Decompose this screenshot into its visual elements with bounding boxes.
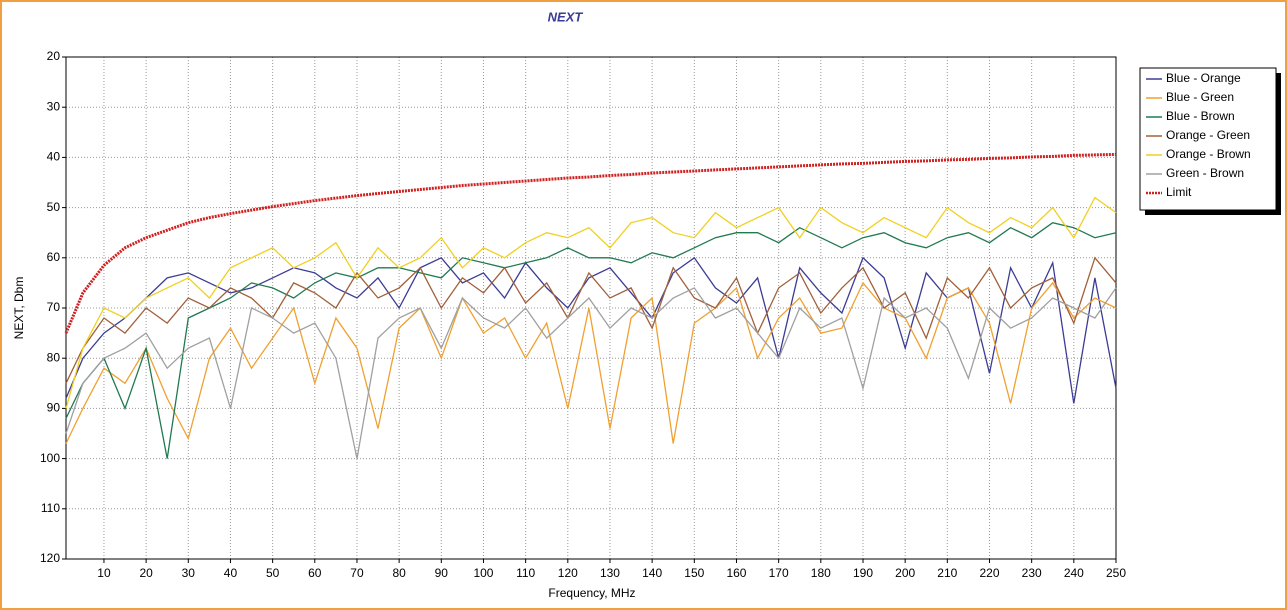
series-line [65, 221, 1117, 459]
series-line [65, 287, 1117, 459]
x-tick-label: 150 [684, 566, 704, 580]
x-tick-label: 140 [642, 566, 662, 580]
x-tick-label: 190 [853, 566, 873, 580]
x-tick-label: 180 [811, 566, 831, 580]
x-axis-label: Frequency, MHz [548, 586, 635, 600]
x-tick-label: 240 [1064, 566, 1084, 580]
legend-label: Orange - Green [1166, 128, 1250, 142]
x-tick-label: 110 [516, 566, 535, 580]
y-tick-label: 20 [47, 49, 61, 63]
y-axis-label: NEXT, Dbm [12, 277, 26, 340]
x-tick-label: 100 [473, 566, 493, 580]
legend-label: Green - Brown [1166, 166, 1244, 180]
legend-label: Blue - Green [1166, 90, 1234, 104]
series-line [65, 281, 1117, 444]
y-tick-label: 70 [47, 300, 61, 314]
x-tick-label: 160 [726, 566, 746, 580]
y-tick-label: 60 [47, 250, 61, 264]
legend-label: Limit [1166, 185, 1192, 199]
x-tick-label: 120 [558, 566, 578, 580]
legend-label: Blue - Orange [1166, 71, 1241, 85]
x-tick-label: 70 [350, 566, 364, 580]
legend-label: Orange - Brown [1166, 147, 1251, 161]
y-tick-label: 40 [47, 150, 61, 164]
x-tick-label: 50 [266, 566, 280, 580]
legend-box [1139, 67, 1277, 211]
y-tick-label: 120 [40, 551, 60, 565]
legend-label: Blue - Brown [1166, 109, 1235, 123]
series-line [64, 152, 1117, 334]
x-tick-label: 10 [97, 566, 111, 580]
y-tick-label: 110 [41, 501, 60, 515]
x-tick-label: 40 [224, 566, 238, 580]
x-tick-label: 80 [392, 566, 406, 580]
x-tick-label: 250 [1106, 566, 1126, 580]
y-tick-label: 90 [47, 401, 61, 415]
y-tick-label: 50 [47, 200, 61, 214]
x-tick-label: 170 [769, 566, 789, 580]
x-tick-label: 20 [139, 566, 153, 580]
x-tick-label: 210 [937, 566, 957, 580]
x-tick-label: 30 [182, 566, 196, 580]
y-tick-label: 80 [47, 350, 61, 364]
chart-title: NEXT [548, 9, 584, 24]
y-tick-label: 100 [40, 451, 60, 465]
x-tick-label: 220 [979, 566, 999, 580]
x-tick-label: 90 [435, 566, 449, 580]
series-line [65, 256, 1117, 384]
x-tick-label: 230 [1022, 566, 1042, 580]
x-tick-label: 130 [600, 566, 620, 580]
x-tick-label: 200 [895, 566, 915, 580]
series-line [65, 196, 1117, 409]
y-tick-label: 30 [47, 99, 61, 113]
x-tick-label: 60 [308, 566, 322, 580]
